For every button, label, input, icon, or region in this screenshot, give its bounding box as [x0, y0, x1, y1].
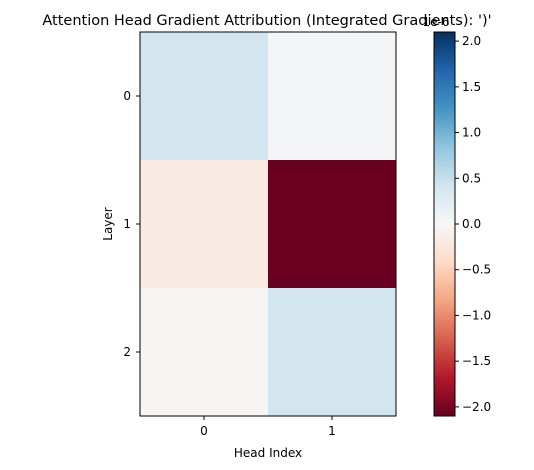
heatmap-cell-layer-0-head-0: [140, 32, 268, 160]
colorbar-tick-label: 1.0: [462, 126, 481, 140]
heatmap-cell-layer-0-head-1: [268, 32, 396, 160]
heatmap-cell-layer-2-head-0: [140, 288, 268, 416]
y-tick-label: 0: [123, 89, 131, 103]
x-tick-label: 1: [328, 424, 336, 438]
colorbar-offset-label: 1e-6: [423, 15, 450, 29]
y-axis-ticks: 0 1 2: [123, 89, 140, 359]
y-tick-label: 2: [123, 345, 131, 359]
colorbar-tick-label: −1.5: [462, 354, 491, 368]
colorbar-ticks: 2.0 1.5 1.0 0.5 0.0 −0.5 −1.0 −1.5 −2.0: [455, 34, 491, 414]
colorbar-tick-label: −1.0: [462, 308, 491, 322]
colorbar: [433, 31, 456, 417]
heatmap-cell-layer-1-head-1: [268, 160, 396, 288]
heatmap-cell-layer-1-head-0: [140, 160, 268, 288]
x-axis-label: Head Index: [234, 446, 302, 460]
heatmap-cells: [140, 32, 396, 416]
colorbar-tick-label: 1.5: [462, 80, 481, 94]
colorbar-tick-label: −2.0: [462, 400, 491, 414]
chart-title: Attention Head Gradient Attribution (Int…: [42, 13, 491, 29]
heatmap-cell-layer-2-head-1: [268, 288, 396, 416]
y-tick-label: 1: [123, 217, 131, 231]
y-axis-label: Layer: [101, 207, 115, 241]
colorbar-tick-label: −0.5: [462, 263, 491, 277]
x-tick-label: 0: [200, 424, 208, 438]
colorbar-tick-label: 0.0: [462, 217, 481, 231]
colorbar-tick-label: 2.0: [462, 34, 481, 48]
colorbar-tick-label: 0.5: [462, 171, 481, 185]
